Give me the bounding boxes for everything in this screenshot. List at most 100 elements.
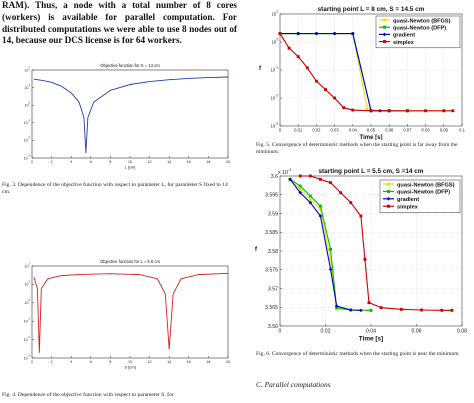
legend-swatch-marker xyxy=(383,40,386,44)
x-tick-label: 0.04 xyxy=(349,128,358,133)
data-point xyxy=(287,46,291,50)
y-tick-label: 10-3 xyxy=(24,153,31,160)
y-tick-label: 10-1 xyxy=(24,118,31,125)
data-point xyxy=(329,181,332,185)
x-tick-label: 10 xyxy=(128,160,132,164)
x-tick-label: 2 xyxy=(51,360,53,364)
series-line-gradient xyxy=(289,178,361,311)
data-point xyxy=(348,308,353,312)
x-tick-label: 0.03 xyxy=(331,128,340,133)
x-tick-label: 0.07 xyxy=(403,128,412,133)
y-tick-label: 10-1 xyxy=(271,65,279,72)
legend-swatch-marker xyxy=(387,189,390,193)
x-tick-label: 12 xyxy=(148,160,152,164)
data-point xyxy=(451,109,455,113)
x-axis-label: S [cm] xyxy=(124,365,135,370)
x-tick-label: 0.05 xyxy=(367,128,376,133)
x-tick-label: 14 xyxy=(167,360,171,364)
y-tick-label: 3.57 xyxy=(268,286,278,292)
y-tick-label: 3.565 xyxy=(265,305,278,311)
y-tick-label: 3.56 xyxy=(268,324,278,330)
data-point xyxy=(308,194,312,198)
y-tick-label: 10-3 xyxy=(24,353,31,360)
data-point xyxy=(450,308,454,312)
data-point xyxy=(296,55,300,59)
chart-title: starting point L = 5.5 cm, S =14 cm xyxy=(318,168,423,175)
legend-swatch-marker xyxy=(383,18,386,22)
legend-label: simplex xyxy=(393,40,415,46)
data-point xyxy=(334,304,339,308)
data-point xyxy=(308,197,312,201)
data-point xyxy=(369,308,373,312)
fig3-chart: 0 2 4 6 8 10 12 14 16 18 20 10-3 10-2 10-1 100 101 102 Ob… xyxy=(24,63,230,170)
x-tick-label: 0 xyxy=(31,160,33,164)
data-point xyxy=(440,308,444,312)
y-tick-label: 101 xyxy=(25,83,31,90)
x-tick-label: 18 xyxy=(206,360,210,364)
x-tick-label: 0.04 xyxy=(366,329,376,335)
plot-frame xyxy=(31,265,229,359)
y-tick-label: 100 xyxy=(25,100,31,107)
chart-title: Objective function for S = 14 cm xyxy=(100,63,160,68)
y-tick-label: 100 xyxy=(25,298,31,305)
data-point xyxy=(351,31,355,36)
x-axis-label: L [cm] xyxy=(125,165,136,170)
fig4-chart: 0 2 4 6 8 10 12 14 16 18 20 10-3 10-2 10-1 100 101 102 Ob… xyxy=(24,259,230,370)
data-point xyxy=(369,109,373,113)
x-tick-label: 0 xyxy=(279,329,282,335)
x-tick-label: 6 xyxy=(90,360,92,364)
x-tick-label: 0.08 xyxy=(422,128,431,133)
data-point xyxy=(359,214,363,218)
data-point xyxy=(420,308,423,312)
data-point xyxy=(405,109,409,113)
legend-box xyxy=(379,179,461,213)
data-point xyxy=(319,207,322,211)
x-tick-label: 0 xyxy=(31,360,33,364)
data-point xyxy=(329,247,332,251)
data-point xyxy=(314,79,318,83)
x-tick-label: 16 xyxy=(187,160,191,164)
x-tick-label: 12 xyxy=(148,360,152,364)
data-point xyxy=(367,301,371,305)
y-tick-label: 3.6 xyxy=(271,174,278,180)
x-tick-label: 18 xyxy=(206,160,210,164)
x-tick-label: 0.08 xyxy=(457,329,467,335)
data-point xyxy=(319,204,322,208)
y-tick-label: 10-1 xyxy=(24,316,31,323)
data-point xyxy=(342,106,346,110)
data-point xyxy=(349,201,353,205)
chart-title: starting point L = 8 cm, S = 14.5 cm xyxy=(318,6,425,13)
y-tick-label: 10-2 xyxy=(24,136,31,143)
x-tick-label: 0.1 xyxy=(459,128,465,133)
legend-label: gradient xyxy=(397,197,419,203)
x-tick-label: 0.02 xyxy=(312,128,321,133)
legend-swatch-marker xyxy=(387,204,390,208)
legend-swatch-marker xyxy=(382,32,387,37)
fig5-chart: 0 0.01 0.02 0.03 0.04 0.05 0.06 0.07 0.08 0.09 0.1… xyxy=(259,6,466,140)
x-tick-label: 0.09 xyxy=(440,128,449,133)
data-point xyxy=(305,66,309,70)
y-tick-label: 3.595 xyxy=(265,193,278,199)
legend-label: quasi-Newton (BFGS) xyxy=(397,182,455,188)
data-point xyxy=(442,109,446,113)
y-axis-label: f xyxy=(259,66,262,72)
legend-box xyxy=(375,15,461,49)
y-tick-label: 101 xyxy=(272,9,279,16)
data-point xyxy=(399,307,403,311)
x-axis-label: Time [s] xyxy=(359,336,383,343)
data-point xyxy=(365,107,369,111)
y-tick-label: 3.59 xyxy=(268,211,278,217)
data-point xyxy=(308,174,312,178)
y-multiplier-label: x 10-3 xyxy=(278,167,291,176)
x-tick-label: 8 xyxy=(109,360,111,364)
y-tick-label: 3.585 xyxy=(265,230,278,236)
fig6-chart: 0 0.02 0.04 0.06 0.08 3.56 3.565 3.57 3.575 3.58 3… xyxy=(255,167,467,343)
y-tick-label: 101 xyxy=(25,280,31,287)
series-line-curve xyxy=(33,76,229,154)
data-point xyxy=(379,306,383,310)
data-point xyxy=(298,184,302,188)
y-tick-label: 10-3 xyxy=(271,121,279,128)
y-axis-label: f xyxy=(255,246,258,253)
x-tick-label: 20 xyxy=(226,160,230,164)
legend-label: quasi-Newton (DFP) xyxy=(393,26,446,32)
